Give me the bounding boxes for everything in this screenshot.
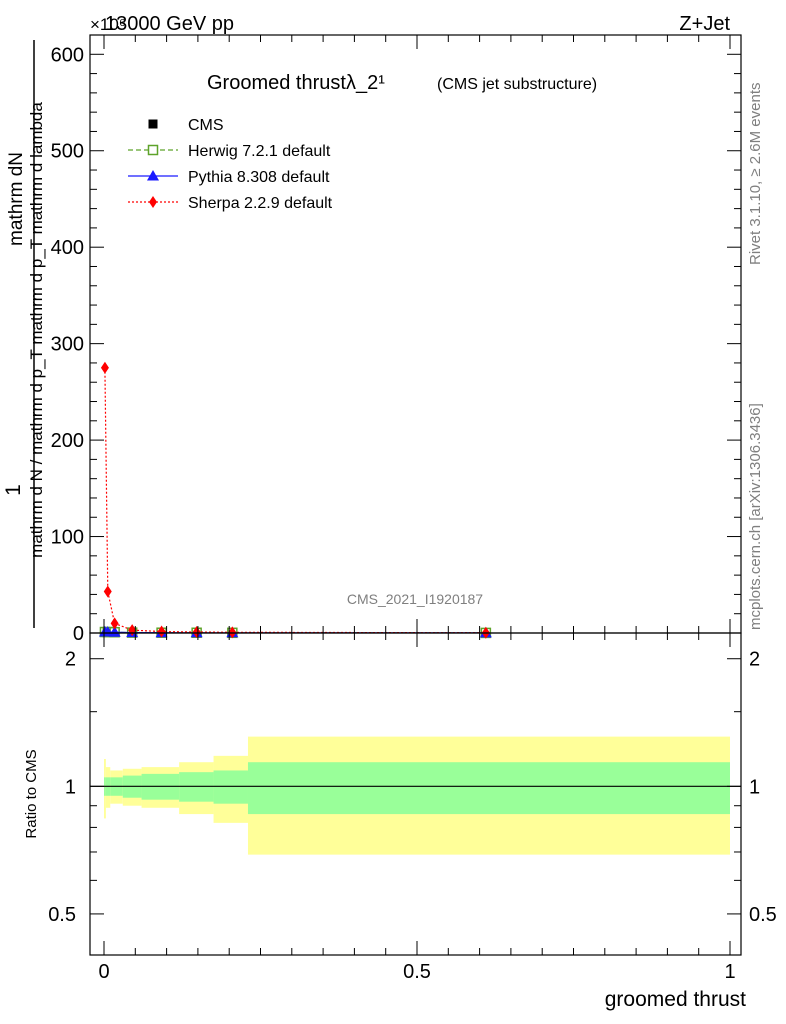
series-point <box>157 625 166 638</box>
main-y-axis-label: 1 mathrm dN mathrm d N / mathrm d p_T ma… <box>2 40 46 628</box>
series-line <box>104 367 486 634</box>
legend-marker <box>148 119 158 129</box>
series-point <box>110 617 119 630</box>
xlabel: groomed thrust <box>605 988 746 1011</box>
ratio-ytick-label: 0.5 <box>48 904 76 926</box>
main-ytick-label: 200 <box>51 430 84 452</box>
ratio-ytick-label: 2 <box>65 649 76 671</box>
legend-entry: Herwig 7.2.1 default <box>128 143 331 160</box>
ratio-stat-band <box>247 762 731 815</box>
ratio-plot-frame <box>89 632 742 956</box>
main-ytick-label: 300 <box>51 334 84 356</box>
rivet-label: Rivet 3.1.10, ≥ 2.6M events <box>747 83 764 266</box>
legend-entry: Pythia 8.308 default <box>128 169 330 186</box>
ratio-ytick-label-right: 1 <box>749 776 760 798</box>
legend-label: Pythia 8.308 default <box>188 169 330 186</box>
mcplots-label: mcplots.cern.ch [arXiv:1306.3436] <box>747 403 764 630</box>
legend-entry: Sherpa 2.2.9 default <box>128 195 333 212</box>
ratio-ytick-label: 1 <box>65 776 76 798</box>
plot-title: Groomed thrustλ_2¹ <box>207 72 385 94</box>
main-plot-panel: 0 100 200 300 400 500 600 Groomed thrustλ_2¹ (… <box>2 34 742 645</box>
main-x-ticks <box>103 35 731 633</box>
process-label: Z+Jet <box>679 13 730 35</box>
ylabel-pt-ratio: mathrm d N / mathrm d p_T mathrm d p_T m… <box>27 102 46 558</box>
ratio-x-axis: 0 0.5 1 <box>98 633 736 983</box>
legend-label: CMS <box>188 117 224 134</box>
ratio-ytick-label-right: 0.5 <box>749 904 777 926</box>
ratio-bands <box>104 736 731 855</box>
main-ytick-label: 500 <box>51 141 84 163</box>
plot-subtitle: (CMS jet substructure) <box>437 76 597 93</box>
main-ytick-label: 100 <box>51 527 84 549</box>
series-point <box>192 626 201 639</box>
legend-marker <box>147 170 159 181</box>
legend-label: Sherpa 2.2.9 default <box>188 195 333 212</box>
legend-entry: CMS <box>148 117 224 134</box>
analysis-watermark: CMS_2021_I1920187 <box>347 591 483 607</box>
series-point <box>103 585 112 598</box>
ylabel-one: 1 <box>2 484 25 496</box>
main-ytick-label: 600 <box>51 44 84 66</box>
ratio-plot-panel: 0.5 0.51 12 2 0 0.5 1 Ratio to CMS groomed th… <box>23 632 777 1011</box>
legend-marker <box>147 144 159 156</box>
scale-exponent: ×10⁶ <box>90 15 126 34</box>
ratio-ytick-label-right: 2 <box>749 649 760 671</box>
series-point <box>100 361 109 374</box>
ratio-stat-band <box>213 770 248 804</box>
series-point <box>108 626 121 637</box>
legend: CMS Herwig 7.2.1 default Pythia 8.308 defa… <box>128 117 333 212</box>
series-point <box>228 626 237 639</box>
xtick-label: 0 <box>98 961 109 983</box>
main-ytick-label: 0 <box>73 623 84 645</box>
xtick-label: 0.5 <box>403 961 431 983</box>
energy-label: 13000 GeV pp <box>105 13 234 35</box>
ylabel-numerator: mathrm dN <box>6 152 27 246</box>
legend-label: Herwig 7.2.1 default <box>188 143 331 160</box>
legend-marker <box>149 196 157 208</box>
main-y-axis: 0 100 200 300 400 500 600 <box>51 44 741 645</box>
xtick-label: 1 <box>724 961 735 983</box>
ratio-y-axis: 0.5 0.5 1 1 2 2 <box>48 649 777 926</box>
ratio-ylabel: Ratio to CMS <box>23 749 40 838</box>
main-ytick-label: 400 <box>51 237 84 259</box>
